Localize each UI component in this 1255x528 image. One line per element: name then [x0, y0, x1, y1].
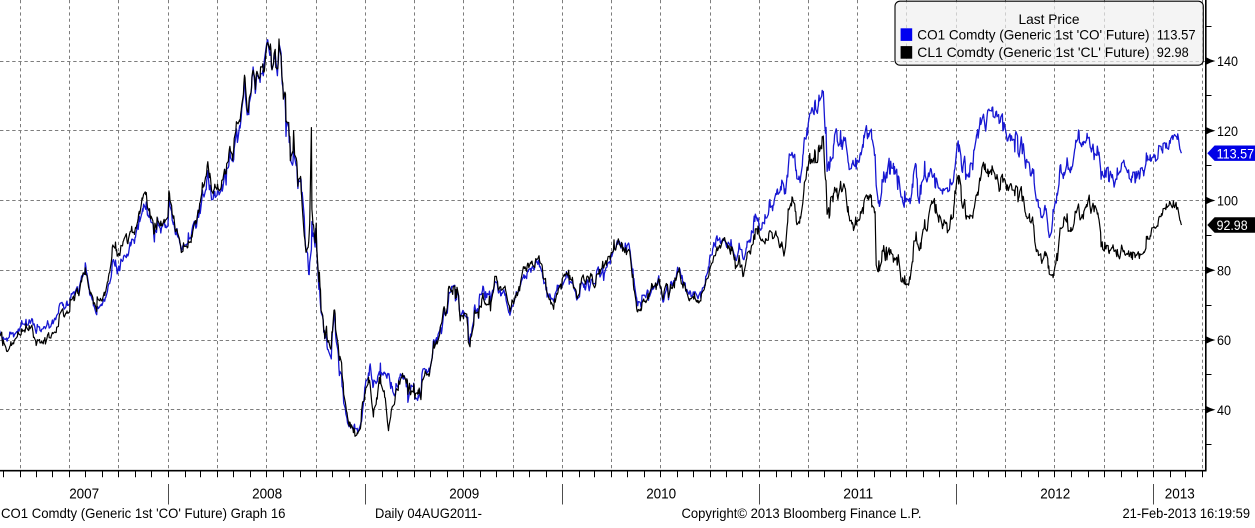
svg-text:CL1 Comdty (Generic 1st 'CL' F: CL1 Comdty (Generic 1st 'CL' Future): [917, 45, 1149, 60]
svg-text:2009: 2009: [449, 486, 479, 503]
svg-text:100: 100: [1217, 193, 1238, 209]
svg-text:140: 140: [1217, 53, 1238, 69]
svg-text:40: 40: [1217, 402, 1231, 418]
svg-text:CO1 Comdty (Generic 1st 'CO' F: CO1 Comdty (Generic 1st 'CO' Future): [917, 27, 1149, 42]
svg-text:2010: 2010: [646, 486, 676, 503]
svg-text:120: 120: [1217, 123, 1238, 139]
svg-text:2007: 2007: [69, 486, 99, 503]
svg-text:60: 60: [1217, 332, 1231, 348]
svg-text:21-Feb-2013 16:19:59: 21-Feb-2013 16:19:59: [1123, 506, 1251, 521]
svg-text:2011: 2011: [843, 486, 873, 503]
svg-text:92.98: 92.98: [1157, 45, 1189, 60]
svg-text:2013: 2013: [1165, 486, 1195, 503]
svg-text:113.57: 113.57: [1157, 27, 1196, 42]
svg-text:CO1 Comdty (Generic 1st 'CO' F: CO1 Comdty (Generic 1st 'CO' Future) Gra…: [1, 506, 286, 521]
svg-text:2008: 2008: [252, 486, 282, 503]
svg-text:2012: 2012: [1040, 486, 1070, 503]
svg-text:Daily 04AUG2011-: Daily 04AUG2011-: [375, 506, 482, 521]
svg-text:80: 80: [1217, 262, 1231, 278]
svg-text:113.57: 113.57: [1217, 145, 1255, 161]
svg-text:Copyright© 2013 Bloomberg Fina: Copyright© 2013 Bloomberg Finance L.P.: [682, 506, 922, 521]
svg-text:Last Price: Last Price: [1019, 11, 1080, 27]
svg-text:92.98: 92.98: [1217, 217, 1248, 233]
